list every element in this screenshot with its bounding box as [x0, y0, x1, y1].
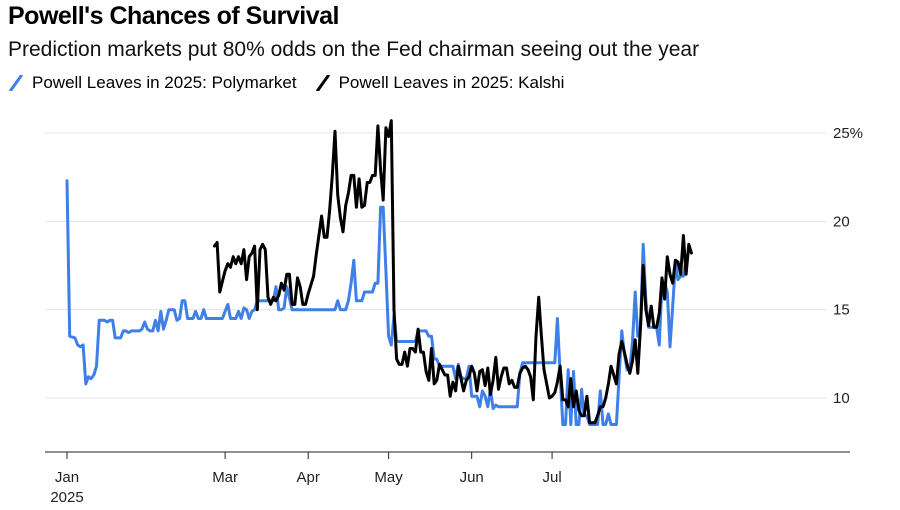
- slash-line-icon: [8, 75, 24, 91]
- chart-title: Powell's Chances of Survival: [8, 2, 339, 30]
- legend-item-kalshi: Powell Leaves in 2025: Kalshi: [315, 73, 565, 93]
- x-tick-label: Jun: [460, 469, 484, 486]
- x-tick-label: Apr: [297, 469, 320, 486]
- legend-label-kalshi: Powell Leaves in 2025: Kalshi: [338, 73, 565, 92]
- legend-label-polymarket: Powell Leaves in 2025: Polymarket: [32, 73, 297, 92]
- legend-item-polymarket: Powell Leaves in 2025: Polymarket: [8, 73, 297, 93]
- x-tick-sublabel: 2025: [50, 489, 83, 506]
- chart-subtitle: Prediction markets put 80% odds on the F…: [8, 38, 700, 61]
- y-tick-label: 15: [833, 302, 850, 319]
- slash-line-icon: [315, 75, 331, 91]
- y-tick-label: 20: [833, 213, 850, 230]
- chart-legend: Powell Leaves in 2025: Polymarket Powell…: [8, 72, 582, 94]
- series-line-polymarket: [65, 179, 688, 426]
- y-tick-label: 25%: [833, 125, 863, 142]
- x-tick-label: Jan: [55, 469, 79, 486]
- x-tick-label: May: [374, 469, 403, 486]
- series-line-kalshi: [212, 119, 693, 425]
- y-tick-label: 10: [833, 390, 850, 407]
- x-tick-label: Jul: [542, 469, 561, 486]
- x-tick-label: Mar: [212, 469, 238, 486]
